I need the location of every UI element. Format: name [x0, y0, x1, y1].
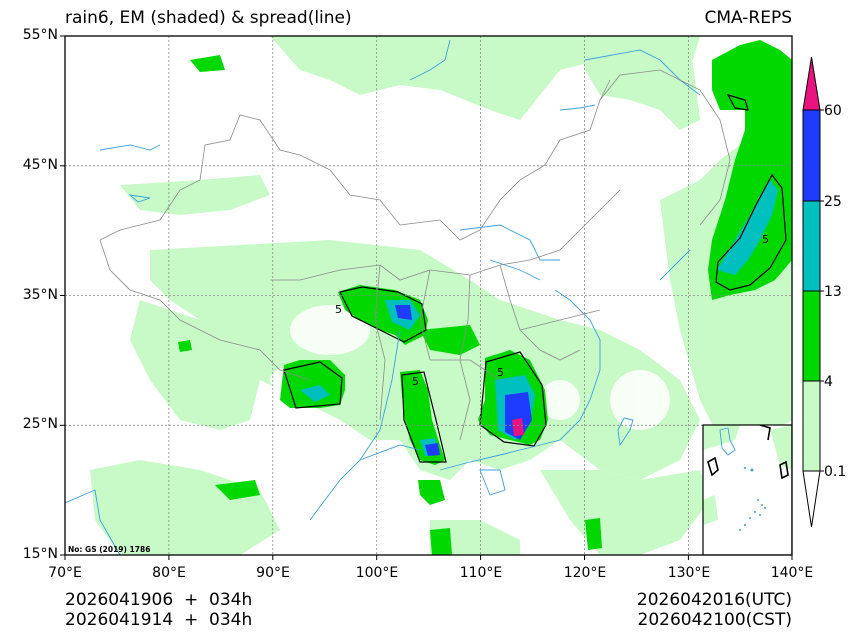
- valid-time-utc: 2026042016(UTC): [636, 590, 792, 610]
- y-tick-55n: 55°N: [22, 27, 58, 43]
- svg-text:5: 5: [412, 375, 419, 388]
- x-tick-130e: 130°E: [667, 565, 711, 581]
- init-time-cst: 2026041914 + 034h: [65, 610, 253, 630]
- x-tick-80e: 80°E: [152, 565, 186, 581]
- init-time-block: 2026041906 + 034h 2026041914 + 034h: [65, 590, 252, 630]
- x-tick-90e: 90°E: [256, 565, 290, 581]
- map-approval-note: No: GS (2019) 1786: [68, 545, 151, 554]
- x-tick-70e: 70°E: [48, 565, 82, 581]
- colorbar-label-25: 25: [824, 194, 842, 210]
- colorbar-label-13: 13: [824, 284, 842, 300]
- colorbar-label-4: 4: [824, 374, 833, 390]
- x-tick-110e: 110°E: [459, 565, 503, 581]
- south-china-sea-inset: [702, 424, 792, 555]
- init-time-utc: 2026041906 + 034h: [65, 590, 253, 610]
- colorbar-label-0-1: 0.1: [824, 464, 847, 480]
- colorbar: [802, 56, 824, 528]
- x-tick-100e: 100°E: [355, 565, 399, 581]
- chart-title: rain6, EM (shaded) & spread(line): [65, 8, 352, 28]
- model-name: CMA-REPS: [704, 8, 792, 28]
- y-tick-45n: 45°N: [22, 157, 58, 173]
- y-tick-15n: 15°N: [22, 546, 58, 562]
- valid-time-block: 2026042016(UTC) 2026042100(CST): [637, 590, 792, 630]
- y-tick-25n: 25°N: [22, 416, 58, 432]
- svg-text:5: 5: [335, 303, 342, 316]
- y-tick-35n: 35°N: [22, 287, 58, 303]
- svg-text:5: 5: [497, 366, 504, 379]
- colorbar-label-60: 60: [824, 103, 842, 119]
- valid-time-cst: 2026042100(CST): [637, 610, 792, 630]
- svg-text:5: 5: [762, 233, 769, 246]
- precip-field: 5 5 5 5: [65, 36, 792, 555]
- x-tick-120e: 120°E: [563, 565, 607, 581]
- x-tick-140e: 140°E: [770, 565, 814, 581]
